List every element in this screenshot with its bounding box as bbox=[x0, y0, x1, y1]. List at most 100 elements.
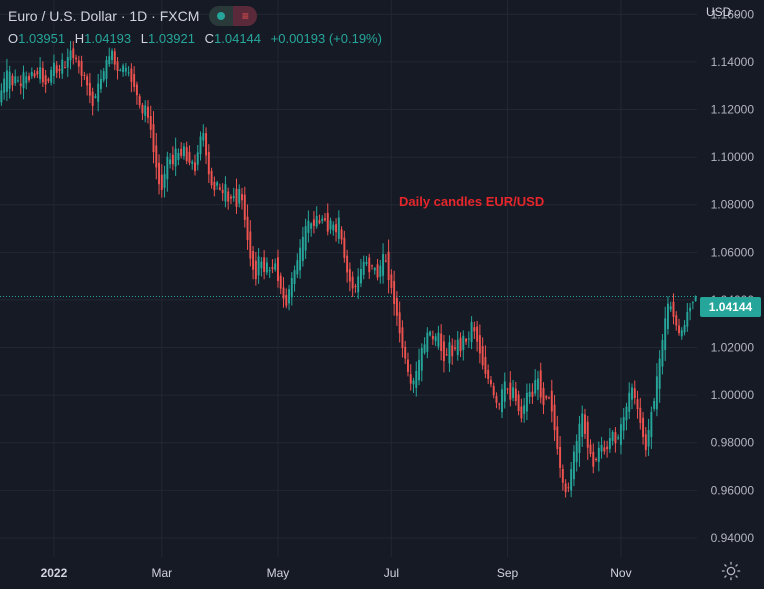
candle-body bbox=[351, 276, 354, 289]
candle-body bbox=[603, 447, 606, 452]
status-toggle[interactable]: ≡ bbox=[209, 6, 258, 26]
candle-body bbox=[14, 76, 17, 84]
candle-body bbox=[525, 392, 528, 412]
candle-body bbox=[492, 385, 495, 396]
candle-body bbox=[232, 196, 235, 199]
candle-body bbox=[55, 65, 58, 73]
candle-body bbox=[119, 69, 122, 72]
candle-body bbox=[202, 133, 205, 141]
candle-body bbox=[619, 424, 622, 445]
candle-body bbox=[180, 149, 183, 156]
gear-icon[interactable] bbox=[720, 560, 742, 582]
candle-body bbox=[589, 444, 592, 455]
candle-body bbox=[312, 219, 315, 226]
y-tick-label: 1.12000 bbox=[711, 102, 755, 116]
y-tick-label: 1.16000 bbox=[711, 7, 755, 21]
candle-body bbox=[290, 277, 293, 298]
candle-body bbox=[382, 254, 385, 276]
candle-body bbox=[512, 387, 515, 398]
candle-body bbox=[459, 337, 462, 352]
candle-body bbox=[484, 356, 487, 374]
candle-body bbox=[691, 302, 694, 304]
candle-body bbox=[182, 146, 185, 157]
close-value: 1.04144 bbox=[214, 31, 262, 46]
candle-body bbox=[329, 220, 332, 230]
candle-body bbox=[578, 423, 581, 454]
candle-body bbox=[553, 404, 556, 431]
candle-body bbox=[611, 432, 614, 441]
candle-body bbox=[8, 71, 11, 89]
candle-body bbox=[91, 91, 94, 106]
candle-body bbox=[41, 68, 44, 83]
candle-body bbox=[418, 359, 420, 381]
market-status-icon bbox=[209, 6, 234, 26]
candle-body bbox=[465, 338, 468, 342]
candle-body bbox=[373, 267, 376, 271]
candle-body bbox=[64, 67, 66, 69]
candle-body bbox=[561, 468, 564, 483]
candle-body bbox=[252, 250, 255, 270]
candle-body bbox=[229, 196, 232, 199]
y-tick-label: 0.98000 bbox=[711, 436, 755, 450]
candle-body bbox=[354, 285, 357, 287]
candle-body bbox=[296, 260, 299, 275]
candle-body bbox=[487, 369, 490, 379]
currency-selector[interactable]: USD ⌄ bbox=[706, 5, 741, 19]
candle-body bbox=[116, 61, 119, 72]
candle-body bbox=[113, 51, 116, 65]
candle-body bbox=[501, 389, 503, 413]
candle-body bbox=[357, 276, 360, 293]
candle-body bbox=[50, 69, 53, 83]
candle-body bbox=[58, 68, 61, 71]
candle-body bbox=[409, 374, 412, 384]
candle-body bbox=[210, 170, 213, 186]
candle-body bbox=[169, 159, 172, 165]
candle-body bbox=[567, 487, 570, 489]
candle-body bbox=[608, 438, 611, 450]
candle-body bbox=[631, 387, 633, 400]
candle-body bbox=[597, 447, 600, 462]
symbol-title[interactable]: Euro / U.S. Dollar · 1D · FXCM bbox=[8, 8, 200, 24]
candle-body bbox=[25, 76, 28, 84]
candle-body bbox=[678, 325, 680, 334]
candle-body bbox=[88, 82, 91, 96]
candle-body bbox=[426, 332, 429, 352]
candle-body bbox=[412, 380, 415, 385]
candle-body bbox=[213, 181, 216, 191]
candle-body bbox=[661, 340, 664, 367]
candle-body bbox=[216, 182, 219, 186]
candle-body bbox=[509, 382, 512, 400]
candle-body bbox=[503, 381, 506, 402]
candle-body bbox=[263, 257, 266, 272]
candle-body bbox=[476, 326, 479, 342]
price-axis: 0.940000.960000.980001.000001.020001.040… bbox=[711, 7, 755, 545]
candle-body bbox=[185, 147, 188, 162]
candle-body bbox=[160, 174, 163, 191]
candle-body bbox=[36, 71, 39, 75]
candle-body bbox=[628, 392, 631, 412]
x-tick-label: Sep bbox=[497, 566, 519, 580]
candle-body bbox=[133, 74, 136, 87]
candle-body bbox=[517, 394, 520, 411]
candle-body bbox=[66, 57, 69, 68]
candle-body bbox=[664, 318, 667, 351]
candle-body bbox=[124, 67, 127, 72]
candle-body bbox=[633, 388, 636, 399]
candle-body bbox=[401, 327, 404, 349]
candle-body bbox=[69, 50, 72, 61]
candle-body bbox=[135, 84, 138, 96]
candle-body bbox=[207, 151, 210, 175]
candle-body bbox=[431, 335, 434, 340]
candle-body bbox=[177, 152, 180, 160]
candle-body bbox=[274, 263, 277, 270]
candle-body bbox=[138, 96, 141, 106]
candle-body bbox=[127, 72, 130, 74]
candle-body bbox=[406, 359, 409, 372]
candles bbox=[0, 40, 697, 498]
candle-body bbox=[473, 327, 476, 332]
candle-body bbox=[445, 354, 448, 356]
low-value: 1.03921 bbox=[148, 31, 195, 46]
candle-body bbox=[108, 56, 111, 65]
candle-body bbox=[346, 255, 349, 273]
